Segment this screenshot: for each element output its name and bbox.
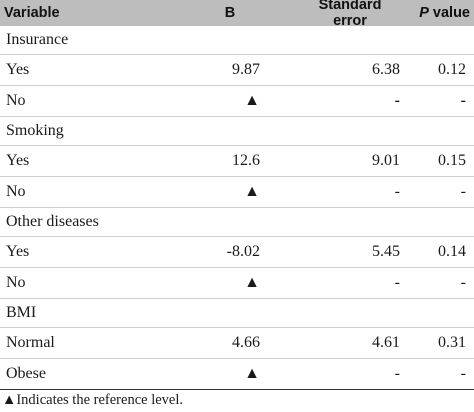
cell-se: 5.45: [372, 243, 400, 260]
row-label: Yes: [6, 152, 30, 169]
row-separator: [0, 207, 474, 208]
reference-triangle-icon: ▲: [244, 365, 260, 382]
cell-b: -8.02: [226, 243, 260, 260]
row-label: Yes: [6, 243, 30, 260]
row-separator: [0, 358, 474, 359]
cell-se: 6.38: [372, 61, 400, 78]
table-row: Obese ▲ - -: [0, 359, 474, 389]
cell-p: -: [460, 183, 466, 200]
table-bottom-rule: [0, 389, 474, 390]
row-separator: [0, 116, 474, 117]
cell-se: -: [394, 365, 400, 382]
header-standard-error: Standard error: [318, 0, 382, 29]
header-p-value: P value: [400, 5, 474, 21]
table-footnote: ▲Indicates the reference level.: [2, 392, 183, 408]
cell-p: -: [460, 92, 466, 109]
group-heading-bmi: BMI: [0, 299, 474, 327]
cell-p: 0.15: [438, 152, 466, 169]
table-row: Normal 4.66 4.61 0.31: [0, 328, 474, 358]
cell-p: -: [460, 274, 466, 291]
reference-triangle-icon: ▲: [244, 183, 260, 200]
cell-se: -: [394, 183, 400, 200]
cell-b: 12.6: [232, 152, 260, 169]
group-label: Other diseases: [6, 213, 99, 230]
header-p-letter: P: [419, 5, 429, 21]
group-label: BMI: [6, 304, 37, 321]
cell-b: 9.87: [232, 61, 260, 78]
group-label: Smoking: [6, 122, 64, 139]
cell-se: 4.61: [372, 334, 400, 351]
row-label: Obese: [6, 365, 46, 382]
row-separator: [0, 267, 474, 268]
row-separator: [0, 54, 474, 55]
row-label: Yes: [6, 61, 30, 78]
group-heading-insurance: Insurance: [0, 26, 474, 54]
header-variable: Variable: [4, 5, 60, 21]
table-row: Yes -8.02 5.45 0.14: [0, 237, 474, 267]
cell-p: 0.12: [438, 61, 466, 78]
reference-triangle-icon: ▲: [244, 92, 260, 109]
header-b: B: [224, 5, 236, 21]
cell-se: -: [394, 274, 400, 291]
row-separator: [0, 298, 474, 299]
table-row: No ▲ - -: [0, 86, 474, 116]
regression-table: Variable B Standard error P value Insura…: [0, 0, 474, 390]
table-row: Yes 12.6 9.01 0.15: [0, 146, 474, 176]
cell-p: 0.14: [438, 243, 466, 260]
cell-p: 0.31: [438, 334, 466, 351]
reference-triangle-icon: ▲: [244, 274, 260, 291]
row-separator: [0, 176, 474, 177]
row-label: No: [6, 183, 26, 200]
header-p-rest: value: [428, 5, 470, 21]
row-label: Normal: [6, 334, 55, 351]
row-label: No: [6, 92, 26, 109]
row-separator: [0, 327, 474, 328]
row-label: No: [6, 274, 26, 291]
group-heading-other-diseases: Other diseases: [0, 208, 474, 236]
cell-se: 9.01: [372, 152, 400, 169]
cell-p: -: [460, 365, 466, 382]
row-separator: [0, 145, 474, 146]
group-heading-smoking: Smoking: [0, 117, 474, 145]
table-row: No ▲ - -: [0, 268, 474, 298]
table-row: Yes 9.87 6.38 0.12: [0, 55, 474, 85]
group-label: Insurance: [6, 31, 69, 48]
row-separator: [0, 85, 474, 86]
table-row: No ▲ - -: [0, 177, 474, 207]
cell-se: -: [394, 92, 400, 109]
table-header: Variable B Standard error P value: [0, 0, 474, 29]
row-separator: [0, 236, 474, 237]
cell-b: 4.66: [232, 334, 260, 351]
